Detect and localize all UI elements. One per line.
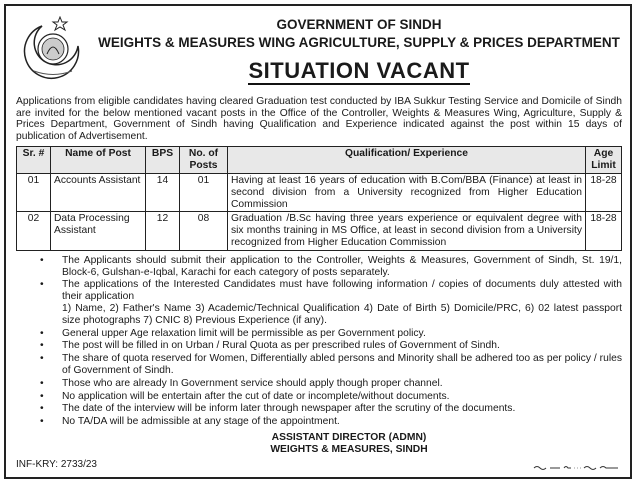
signature-title: ASSISTANT DIRECTOR (ADMN) [271,431,427,443]
list-item: The share of quota reserved for Women, D… [38,353,622,377]
sindhi-script-slogan-graphic [533,465,618,470]
cell-bps: 12 [145,211,180,251]
header-sr: Sr. # [16,146,51,174]
cell-post: Data Processing Assistant [50,211,146,251]
vacancy-table: Sr. # Name of Post BPS No. of Posts Qual… [16,146,622,251]
documents-list: 1) Name, 2) Father's Name 3) Academic/Te… [62,302,622,326]
cell-post: Accounts Assistant [50,172,146,213]
header-post: Name of Post [50,146,146,174]
cell-bps: 14 [145,172,180,213]
cell-age: 18-28 [585,172,622,213]
footer: INF-KRY: 2733/23 [16,459,622,471]
cell-sr: 02 [16,211,51,251]
list-item: No application will be entertain after t… [38,391,622,403]
header-posts: No. of Posts [179,146,228,174]
signature-office: WEIGHTS & MEASURES, SINDH [270,444,428,456]
cell-posts: 01 [179,172,228,213]
header: GOVERNMENT OF SINDH WEIGHTS & MEASURES W… [16,14,622,96]
advertisement-border: GOVERNMENT OF SINDH WEIGHTS & MEASURES W… [4,4,632,479]
table-header-row: Sr. # Name of Post BPS No. of Posts Qual… [16,146,622,174]
header-age: Age Limit [585,146,622,174]
reference-number: INF-KRY: 2733/23 [16,458,97,470]
cell-posts: 08 [179,211,228,251]
signature-block: ASSISTANT DIRECTOR (ADMN) WEIGHTS & MEAS… [16,432,622,457]
header-qualification: Qualification/ Experience [227,146,586,174]
page-title: SITUATION VACANT [248,58,470,85]
sindh-emblem-logo [23,16,80,79]
list-item: General upper Age relaxation limit will … [38,328,622,340]
list-item: No TA/DA will be admissible at any stage… [38,416,622,428]
list-item: Those who are already In Government serv… [38,378,622,390]
cell-qualification: Having at least 16 years of education wi… [227,172,586,213]
conditions-list: The Applicants should submit their appli… [38,255,622,428]
header-government: GOVERNMENT OF SINDH [276,17,442,32]
table-row: 02 Data Processing Assistant 12 08 Gradu… [16,211,622,251]
list-item: The Applicants should submit their appli… [38,255,622,279]
list-item: The post will be filled in on Urban / Ru… [38,340,622,352]
cell-qualification: Graduation /B.Sc having three years expe… [227,211,586,251]
cell-sr: 01 [16,172,51,213]
header-bps: BPS [145,146,180,174]
intro-paragraph: Applications from eligible candidates ha… [16,96,622,142]
list-item: The applications of the Interested Candi… [38,279,622,326]
table-row: 01 Accounts Assistant 14 01 Having at le… [16,172,622,213]
header-department: WEIGHTS & MEASURES WING AGRICULTURE, SUP… [98,35,620,50]
cell-age: 18-28 [585,211,622,251]
list-item: The date of the interview will be inform… [38,403,622,415]
